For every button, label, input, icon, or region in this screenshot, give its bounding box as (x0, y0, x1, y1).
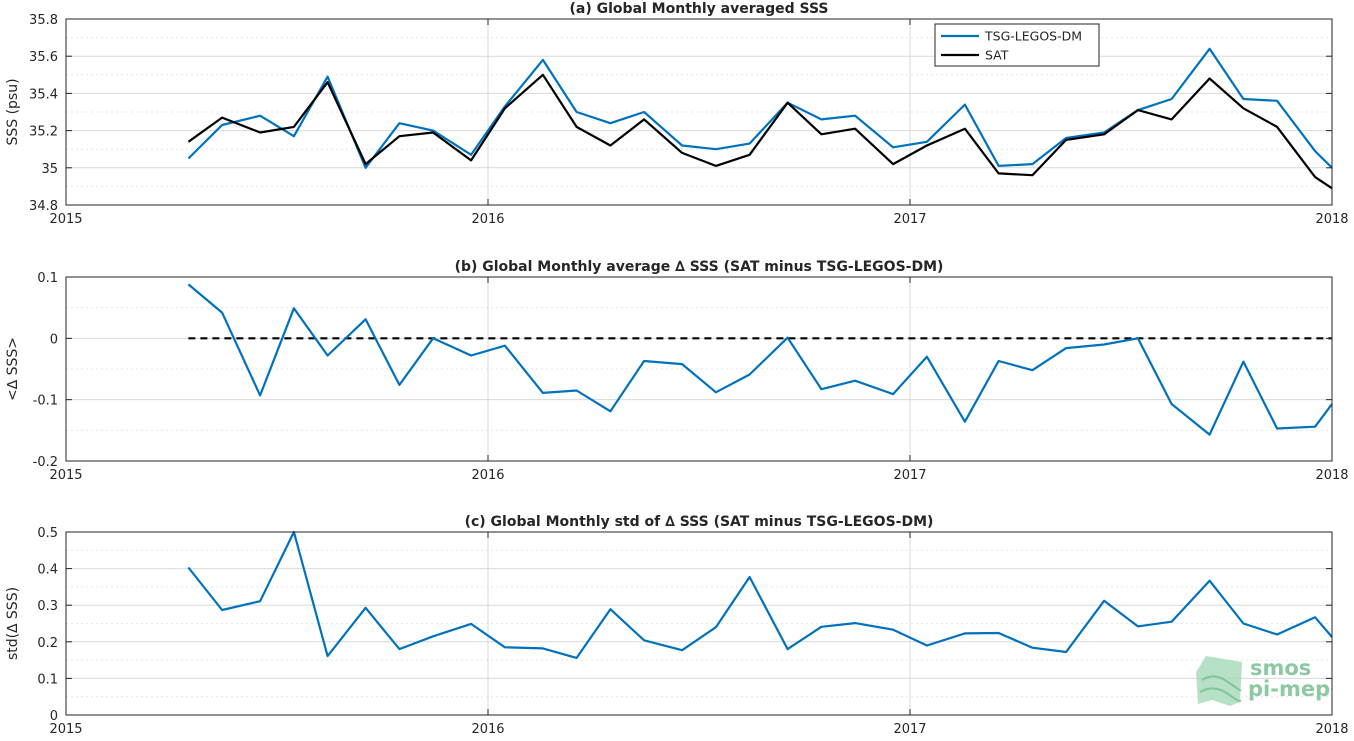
y-tick-label: 0.1 (37, 271, 58, 286)
legend-box (934, 23, 1100, 67)
y-tick-label: 0 (50, 709, 58, 724)
smos-pimep-logo: smos pi-mep (1196, 656, 1330, 706)
y-tick-label: 35 (41, 162, 58, 177)
y-tick-label: -0.1 (33, 394, 58, 409)
x-tick-label: 2017 (893, 212, 926, 227)
x-tick-label: 2018 (1315, 212, 1348, 227)
x-tick-label: 2018 (1315, 722, 1348, 737)
x-tick-label: 2015 (49, 468, 82, 483)
x-tick-label: 2016 (471, 212, 504, 227)
y-tick-label: 35.6 (29, 50, 58, 65)
y-tick-label: 0.1 (37, 672, 58, 687)
watermark-line1: smos (1250, 656, 1311, 680)
x-tick-label: 2015 (49, 212, 82, 227)
legend-entry-label: SAT (985, 48, 1009, 63)
series-line-delta-sss (187, 283, 1333, 436)
watermark-line2: pi-mep (1248, 677, 1330, 701)
y-tick-label: 0.5 (37, 526, 58, 541)
legend: TSG-LEGOS-DM SAT (934, 23, 1100, 67)
y-tick-label: 0.4 (37, 563, 58, 578)
y-tick-label: 35.2 (29, 125, 58, 140)
x-tick-label: 2015 (49, 722, 82, 737)
y-axis-label: std(∆ SSS) (5, 587, 21, 660)
axes-frame (65, 531, 1333, 716)
y-axis-label: <∆ SSS> (5, 337, 21, 401)
series-line-tsg-legos-dm (187, 47, 1333, 169)
x-tick-label: 2017 (893, 468, 926, 483)
panel-a: 34.8 35 35.2 35.4 35.6 35.8 2015 2016 2017 2018 (a… (5, 1, 1349, 227)
y-tick-label: 0.3 (37, 599, 58, 614)
y-tick-label: 34.8 (29, 199, 58, 214)
axes-frame (65, 18, 1333, 206)
x-tick-label: 2018 (1315, 468, 1348, 483)
x-tick-label: 2017 (893, 722, 926, 737)
y-tick-label: 35.8 (29, 13, 58, 28)
y-tick-label: 0 (50, 332, 58, 347)
series-line-sat (187, 73, 1333, 190)
legend-entry-label: TSG-LEGOS-DM (984, 29, 1082, 44)
y-tick-label: 0.2 (37, 636, 58, 651)
panel-c: 0 0.1 0.2 0.3 0.4 0.5 2015 2016 2017 2018 (c) Glob… (5, 514, 1349, 737)
panel-title: (b) Global Monthly average ∆ SSS (SAT mi… (455, 259, 944, 275)
y-axis-label: SSS (psu) (5, 78, 21, 145)
y-tick-label: 35.4 (29, 87, 58, 102)
y-tick-label: -0.2 (33, 455, 58, 470)
panel-title: (c) Global Monthly std of ∆ SSS (SAT min… (465, 514, 934, 530)
series-line-delta-sss (187, 530, 1333, 660)
panel-b: -0.2 -0.1 0 0.1 2015 2016 2017 2018 (b) Global M… (5, 259, 1349, 483)
x-tick-label: 2016 (471, 722, 504, 737)
axes-frame (65, 276, 1333, 462)
x-tick-label: 2016 (471, 468, 504, 483)
panel-title: (a) Global Monthly averaged SSS (570, 1, 829, 17)
